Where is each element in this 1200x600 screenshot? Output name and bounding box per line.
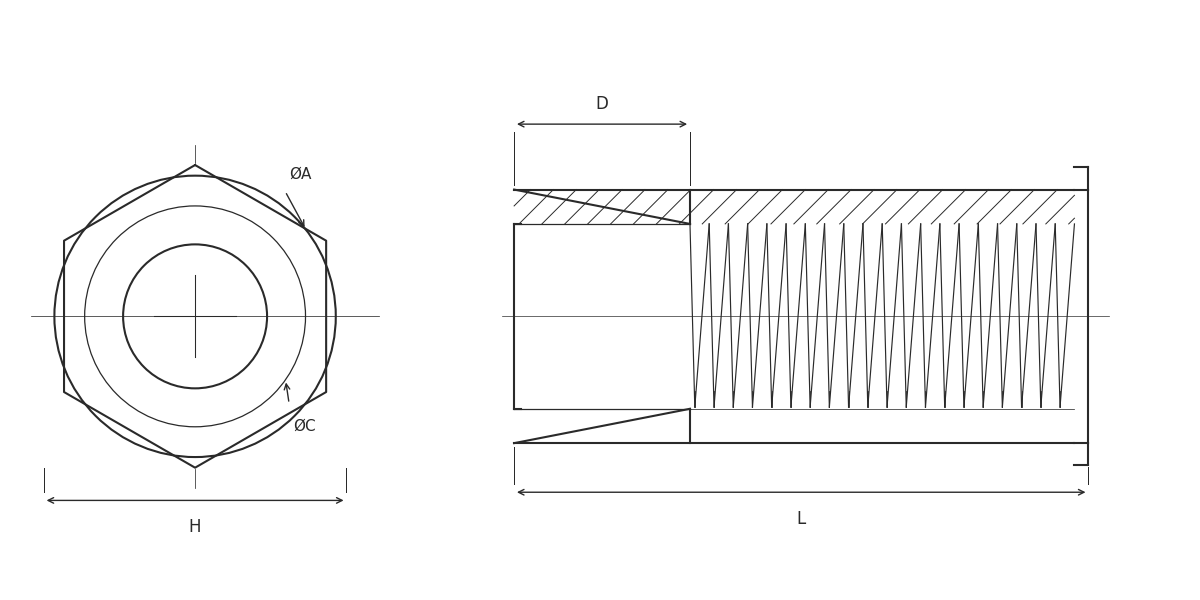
Text: H: H [188,518,202,536]
Text: L: L [797,510,806,528]
Text: ØC: ØC [293,419,316,434]
Text: D: D [595,95,608,113]
Text: ØA: ØA [289,166,312,181]
